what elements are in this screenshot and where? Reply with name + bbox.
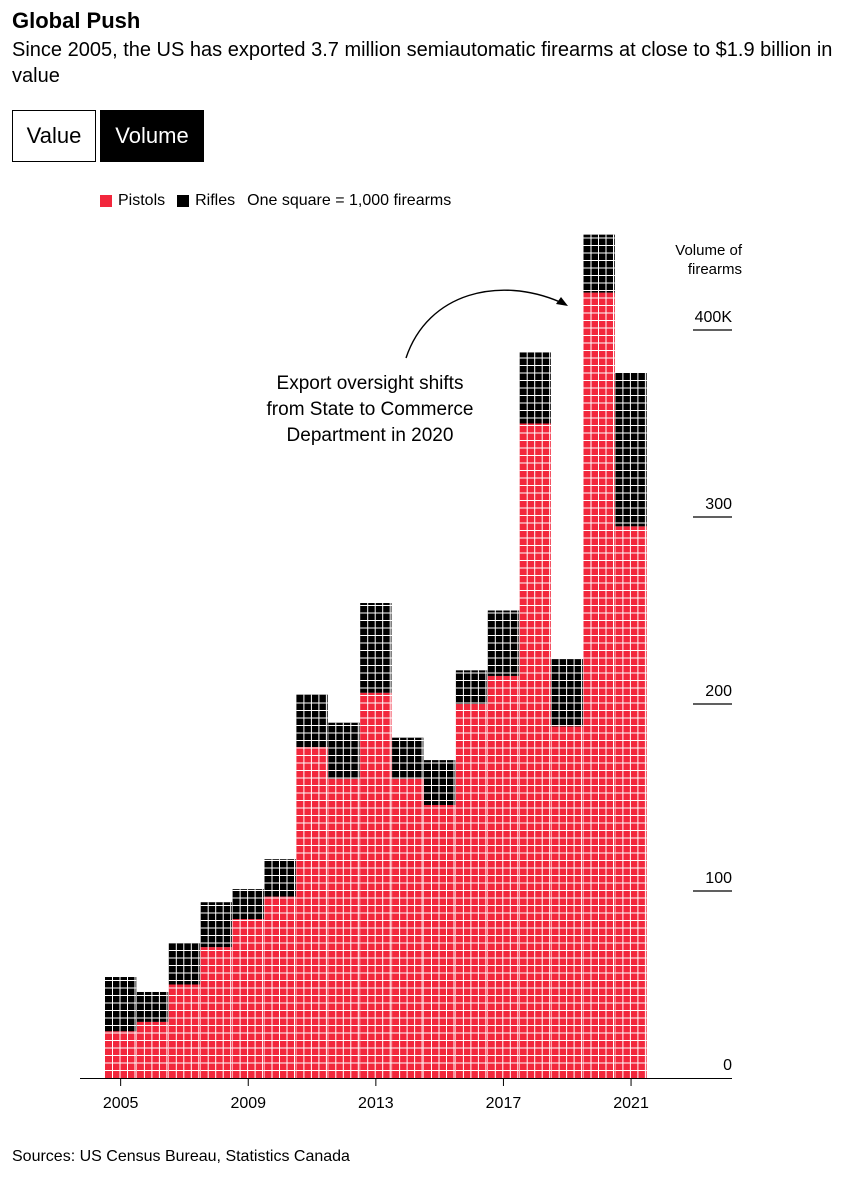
legend-scale-note: One square = 1,000 firearms (247, 192, 452, 209)
square-grid-2010 (264, 859, 296, 1078)
y-axis-title-line1: Volume of (675, 242, 743, 259)
chart-subtitle: Since 2005, the US has exported 3.7 mill… (12, 39, 833, 87)
x-tick-label-2005: 2005 (103, 1095, 139, 1112)
y-tick-label-400: 400K (695, 309, 733, 326)
bar-rifles-2007 (168, 943, 201, 985)
annotation-arrow (405, 289, 561, 359)
chart-area: 2005 2009 2013 2017 2021 0 100 200 300 400K Volume… (80, 234, 743, 1112)
legend-item-pistols: Pistols (100, 192, 165, 210)
square-grid-lines-2005 (105, 977, 137, 1078)
square-grid-lines-2015 (424, 760, 456, 1078)
square-grid-2018 (519, 352, 551, 1078)
y-tick-label-200: 200 (705, 683, 732, 700)
square-grid-2017 (487, 610, 520, 1078)
square-grid-lines-2007 (168, 943, 201, 1078)
annotation-line-3: Department in 2020 (287, 425, 454, 446)
bar-pistols-2015 (424, 804, 456, 1078)
bar-rifles-2015 (424, 760, 456, 805)
bar-pistols-2007 (168, 984, 201, 1078)
square-grid-2007 (168, 943, 201, 1078)
bar-pistols-2010 (264, 896, 296, 1078)
square-grid-2020 (583, 234, 615, 1078)
value-toggle-button[interactable]: Value (12, 110, 96, 162)
bar-pistols-2018 (519, 423, 551, 1078)
legend-item-rifles: Rifles (177, 192, 235, 210)
square-grid-2021 (615, 373, 647, 1078)
square-grid-2006 (136, 992, 169, 1078)
square-grid-lines-2021 (615, 373, 647, 1078)
y-tick-label-0: 0 (723, 1057, 732, 1074)
square-grid-2012 (328, 722, 360, 1078)
square-grid-lines-2018 (519, 352, 551, 1078)
y-tick-label-100: 100 (705, 870, 732, 887)
square-grid-lines-2016 (455, 670, 488, 1078)
bar-rifles-2016 (455, 670, 488, 704)
bar-pistols-2021 (615, 526, 647, 1078)
legend-label-pistols: Pistols (118, 192, 166, 209)
chart-title: Global Push (12, 8, 141, 33)
square-grid-2005 (105, 977, 137, 1078)
square-grid-lines-2011 (296, 694, 328, 1078)
annotation-line-2: from State to Commerce (267, 399, 474, 420)
bar-pistols-2006 (136, 1021, 169, 1078)
square-grid-lines-2009 (232, 889, 264, 1078)
bar-rifles-2013 (360, 603, 392, 693)
annotation-line-1: Export oversight shifts (277, 373, 464, 394)
legend-label-rifles: Rifles (195, 192, 236, 209)
bar-rifles-2019 (551, 659, 583, 727)
bar-rifles-2006 (136, 991, 169, 1022)
square-grid-lines-2017 (487, 610, 520, 1078)
bar-rifles-2012 (328, 722, 360, 779)
volume-toggle-button[interactable]: Volume (100, 110, 204, 162)
square-grid-lines-2020 (583, 234, 615, 1078)
bar-rifles-2008 (200, 902, 232, 948)
square-grid-2019 (551, 659, 583, 1078)
bar-rifles-2005 (105, 977, 137, 1032)
square-grid-lines-2019 (551, 659, 583, 1078)
bar-pistols-2008 (200, 947, 232, 1078)
x-tick-label-2017: 2017 (486, 1095, 522, 1112)
x-tick-label-2009: 2009 (230, 1095, 266, 1112)
square-grid-2011 (296, 694, 328, 1078)
square-grid-2013 (360, 603, 392, 1078)
source-note: Sources: US Census Bureau, Statistics Ca… (12, 1148, 350, 1165)
square-grid-lines-2013 (360, 603, 392, 1078)
bar-rifles-2009 (232, 889, 264, 920)
bar-rifles-2020 (583, 234, 615, 293)
legend-swatch-pistols (100, 195, 112, 207)
square-grid-lines-2014 (392, 737, 424, 1078)
square-grid-lines-2006 (136, 992, 169, 1078)
bar-pistols-2009 (232, 919, 264, 1078)
square-grid-2014 (392, 737, 424, 1078)
bar-rifles-2021 (615, 373, 647, 527)
square-grid-2016 (455, 670, 488, 1078)
bar-rifles-2014 (392, 737, 424, 779)
square-grid-lines-2008 (200, 902, 232, 1078)
y-axis-title-line2: firearms (688, 261, 742, 278)
bar-pistols-2020 (583, 292, 615, 1079)
square-grid-2009 (232, 889, 264, 1078)
x-tick-label-2021: 2021 (613, 1095, 649, 1112)
bar-pistols-2013 (360, 692, 392, 1078)
square-grid-2008 (200, 902, 232, 1078)
square-grid-lines-2010 (264, 859, 296, 1078)
legend: Pistols Rifles One square = 1,000 firear… (100, 192, 451, 210)
x-tick-label-2013: 2013 (358, 1095, 394, 1112)
annotation-arrowhead (556, 297, 568, 306)
legend-swatch-rifles (177, 195, 190, 207)
square-grid-2015 (424, 760, 456, 1078)
y-tick-label-300: 300 (705, 496, 732, 513)
bar-rifles-2010 (264, 859, 296, 897)
square-grid-lines-2012 (328, 722, 360, 1078)
